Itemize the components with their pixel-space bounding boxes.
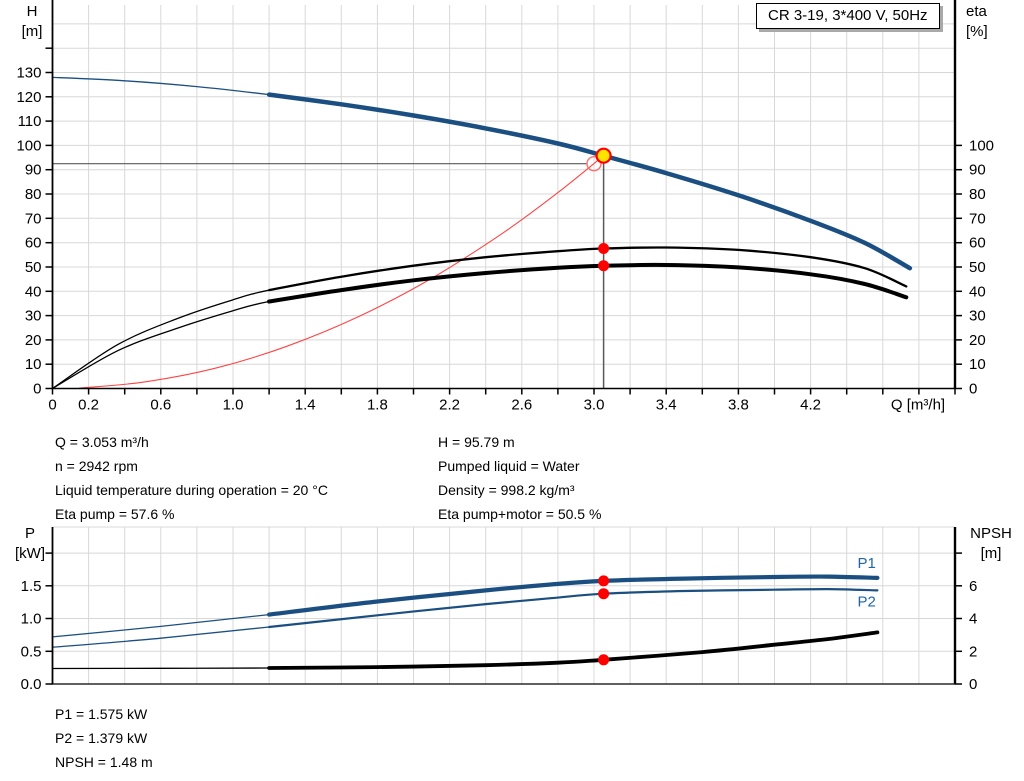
p2-curve — [51, 587, 879, 648]
y-right-tick-label: 40 — [969, 283, 986, 300]
actual-duty-point — [595, 147, 612, 164]
y-right-tick-label: 100 — [969, 137, 994, 154]
x-tick-label: 1.8 — [367, 397, 388, 414]
y-right-tick-label: 20 — [969, 332, 986, 349]
npsh-axis-title-line2: [m] — [980, 545, 1002, 562]
y-left-tick-label: 100 — [16, 137, 41, 154]
h-axis-title: H [m] — [12, 2, 52, 42]
npsh-axis-title-line1: NPSH — [970, 525, 1012, 542]
x-tick-label: 3.4 — [656, 397, 677, 414]
power-axis-title-line1: P — [24, 525, 35, 542]
y-left-tick-label: 70 — [25, 210, 42, 227]
x-tick-label: 1.0 — [223, 397, 244, 414]
y-right-tick-label: 2 — [969, 643, 977, 660]
y-right-tick-label: 60 — [969, 235, 986, 252]
y-right-tick-label: 0 — [969, 676, 977, 693]
p1-curve-label: P1 — [858, 555, 876, 572]
gridlines — [52, 526, 955, 684]
power-axis-title-line2: [kW] — [15, 545, 45, 562]
result-line-p1: P1 = 1.575 kW — [55, 706, 148, 722]
x-axis-title: Q [m³/h] — [891, 397, 945, 414]
info-line-liquid: Pumped liquid = Water — [438, 458, 580, 474]
eta-pump-point — [598, 243, 610, 254]
y-right-tick-label: 0 — [969, 381, 977, 398]
y-left-tick-label: 0 — [33, 381, 41, 398]
info-line-temperature: Liquid temperature during operation = 20… — [55, 482, 328, 498]
info-line-q: Q = 3.053 m³/h — [55, 434, 149, 450]
duty-info-left-column: Q = 3.053 m³/h n = 2942 rpm Liquid tempe… — [55, 430, 328, 526]
p2-curve-label: P2 — [858, 594, 876, 611]
p1-point — [598, 575, 610, 587]
x-tick-label: 0.2 — [78, 397, 99, 414]
y-left-tick-label: 90 — [25, 162, 42, 179]
result-line-p2: P2 = 1.379 kW — [55, 730, 148, 746]
x-tick-label: 4.2 — [800, 397, 821, 414]
y-right-tick-label: 6 — [969, 578, 977, 595]
y-left-tick-label: 30 — [25, 308, 42, 325]
x-tick-label: 3.8 — [728, 397, 749, 414]
h-axis-title-line1: H — [26, 3, 38, 20]
y-right-tick-label: 90 — [969, 162, 986, 179]
power-npsh-chart: P1 P2 0.0 0.5 1.0 1.5 0 2 4 6 — [21, 526, 977, 693]
info-line-eta-pump: Eta pump = 57.6 % — [55, 506, 175, 522]
eta-pump-motor-point — [598, 260, 610, 272]
pump-title-box: CR 3-19, 3*400 V, 50Hz — [756, 3, 940, 29]
p2-point — [598, 588, 610, 600]
y-right-tick-label: 80 — [969, 186, 986, 203]
y-left-tick-label: 40 — [25, 283, 42, 300]
power-axis-title: P [kW] — [10, 524, 50, 564]
y-right-tick-label: 4 — [969, 611, 977, 628]
y-left-tick-label: 50 — [25, 259, 42, 276]
npsh-axis-title: NPSH [m] — [960, 524, 1022, 564]
y-left-tick-label: 20 — [25, 332, 42, 349]
npsh-point — [598, 654, 610, 666]
qh-curve — [51, 76, 913, 271]
y-left-tick-label: 80 — [25, 186, 42, 203]
npsh-curve — [51, 630, 880, 670]
y-right-tick-label: 30 — [969, 308, 986, 325]
x-tick-label: 2.6 — [511, 397, 532, 414]
y-left-tick-label: 10 — [25, 356, 42, 373]
results-block: P1 = 1.575 kW P2 = 1.379 kW NPSH = 1.48 … — [55, 702, 153, 774]
axes: 0 10 20 30 40 50 60 70 80 90 100 110 120 130 0 10 20 30 40… — [16, 0, 994, 414]
info-line-head: H = 95.79 m — [438, 434, 515, 450]
y-left-tick-label: 130 — [16, 65, 41, 82]
eta-axis-title-line2: [%] — [966, 23, 988, 40]
h-axis-title-line2: [m] — [21, 23, 43, 40]
y-left-tick-label: 120 — [16, 89, 41, 106]
requested-duty-point — [586, 155, 602, 172]
gridlines — [52, 5, 955, 389]
axes: 0.0 0.5 1.0 1.5 0 2 4 6 — [21, 527, 977, 693]
y-left-tick-label: 1.5 — [21, 578, 42, 595]
y-left-tick-label: 60 — [25, 235, 42, 252]
info-line-density: Density = 998.2 kg/m³ — [438, 482, 575, 498]
x-tick-label: 2.2 — [439, 397, 460, 414]
x-tick-label: 3.0 — [584, 397, 605, 414]
x-tick-label: 1.4 — [295, 397, 316, 414]
y-left-tick-label: 0.5 — [21, 643, 42, 660]
y-left-tick-label: 110 — [18, 113, 42, 130]
eta-pump-motor-curve — [51, 262, 909, 390]
y-right-tick-label: 50 — [969, 259, 986, 276]
y-right-tick-label: 70 — [969, 210, 986, 227]
info-line-speed: n = 2942 rpm — [55, 458, 138, 474]
x-tick-label: 0.6 — [150, 397, 171, 414]
info-line-eta-pump-motor: Eta pump+motor = 50.5 % — [438, 506, 602, 522]
y-right-tick-label: 10 — [969, 356, 986, 373]
p1-curve — [51, 574, 880, 638]
eta-axis-title: eta [%] — [966, 2, 1022, 42]
duty-info-right-column: H = 95.79 m Pumped liquid = Water Densit… — [438, 430, 601, 526]
x-tick-label: 0 — [48, 397, 56, 414]
eta-axis-title-line1: eta — [966, 3, 987, 20]
y-left-tick-label: 1.0 — [21, 611, 42, 628]
system-curve — [79, 155, 605, 389]
qh-eta-chart: 0 10 20 30 40 50 60 70 80 90 100 110 120 130 0 10 20 30 40… — [16, 0, 994, 414]
result-line-npsh: NPSH = 1.48 m — [55, 754, 153, 770]
y-left-tick-label: 0.0 — [21, 676, 42, 693]
